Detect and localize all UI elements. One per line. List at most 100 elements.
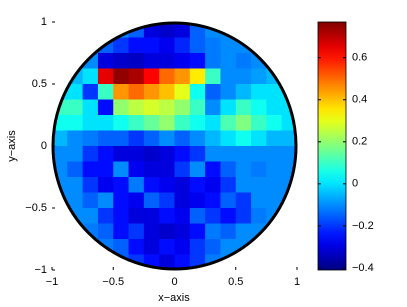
cell — [174, 37, 191, 54]
cell — [174, 223, 191, 240]
cell — [67, 99, 84, 116]
cell — [205, 130, 222, 147]
cell — [159, 208, 176, 225]
cell — [205, 37, 222, 54]
cell — [97, 254, 114, 270]
cell — [52, 53, 68, 70]
cell — [52, 68, 68, 85]
cell — [97, 84, 114, 101]
cell — [52, 146, 68, 163]
cell — [97, 192, 114, 209]
cell — [220, 99, 237, 116]
cell — [220, 208, 237, 225]
cell — [67, 84, 84, 101]
y-tick-label: −1 — [34, 264, 47, 276]
cell — [251, 115, 267, 132]
cell — [235, 177, 252, 194]
cell — [159, 37, 176, 54]
cell — [67, 254, 84, 270]
cell — [251, 208, 267, 225]
cell — [67, 115, 84, 132]
cell — [143, 223, 160, 240]
cell — [235, 254, 252, 270]
cell — [189, 208, 206, 225]
cell — [220, 53, 237, 70]
cell — [113, 68, 130, 85]
colorbar-tick-label: 0.4 — [352, 94, 367, 106]
cell — [52, 208, 68, 225]
cell — [205, 177, 222, 194]
cell — [220, 84, 237, 101]
cell — [113, 223, 130, 240]
cell — [82, 68, 99, 85]
cell — [128, 53, 145, 70]
cell — [281, 37, 297, 54]
cell — [189, 84, 206, 101]
cell — [189, 99, 206, 116]
cell — [174, 239, 191, 256]
cell — [52, 130, 68, 147]
cell — [266, 177, 283, 194]
cell — [235, 146, 252, 163]
colorbar — [317, 21, 347, 271]
y-axis-label: y−axis — [6, 130, 18, 162]
cell — [143, 208, 160, 225]
cell — [251, 22, 267, 39]
cell — [159, 192, 176, 209]
cell — [174, 99, 191, 116]
cell — [143, 192, 160, 209]
cell — [174, 146, 191, 163]
cell — [205, 161, 222, 178]
cell — [189, 68, 206, 85]
cell — [143, 99, 160, 116]
cell — [143, 146, 160, 163]
cell — [220, 115, 237, 132]
cell — [205, 115, 222, 132]
cell — [128, 177, 145, 194]
cell — [251, 223, 267, 240]
cell — [143, 37, 160, 54]
cell — [174, 68, 191, 85]
cell — [174, 161, 191, 178]
cell — [159, 130, 176, 147]
cell — [220, 130, 237, 147]
cell — [205, 239, 222, 256]
cell — [174, 115, 191, 132]
cell — [251, 84, 267, 101]
cell — [97, 115, 114, 132]
cell — [67, 239, 84, 256]
cell — [174, 84, 191, 101]
y-tick-label: 1 — [41, 16, 47, 28]
cell — [128, 161, 145, 178]
cell — [97, 208, 114, 225]
cell — [235, 192, 252, 209]
cell — [82, 223, 99, 240]
cell — [113, 130, 130, 147]
cell — [174, 254, 191, 270]
cell — [235, 115, 252, 132]
cell — [67, 130, 84, 147]
cell — [220, 239, 237, 256]
cell — [251, 68, 267, 85]
cell — [113, 37, 130, 54]
x-tick-label: 1 — [294, 276, 300, 288]
cell — [220, 161, 237, 178]
cell — [189, 37, 206, 54]
cell — [251, 146, 267, 163]
cell — [128, 99, 145, 116]
cell — [113, 53, 130, 70]
cell — [220, 37, 237, 54]
cell — [82, 115, 99, 132]
cell — [174, 208, 191, 225]
cell — [52, 239, 68, 256]
cell — [128, 37, 145, 54]
cell — [143, 84, 160, 101]
cell — [205, 192, 222, 209]
cell — [128, 68, 145, 85]
cell — [220, 223, 237, 240]
cell — [159, 239, 176, 256]
cell — [159, 115, 176, 132]
cell — [143, 68, 160, 85]
colorbar-tick-label: 0 — [352, 178, 358, 190]
